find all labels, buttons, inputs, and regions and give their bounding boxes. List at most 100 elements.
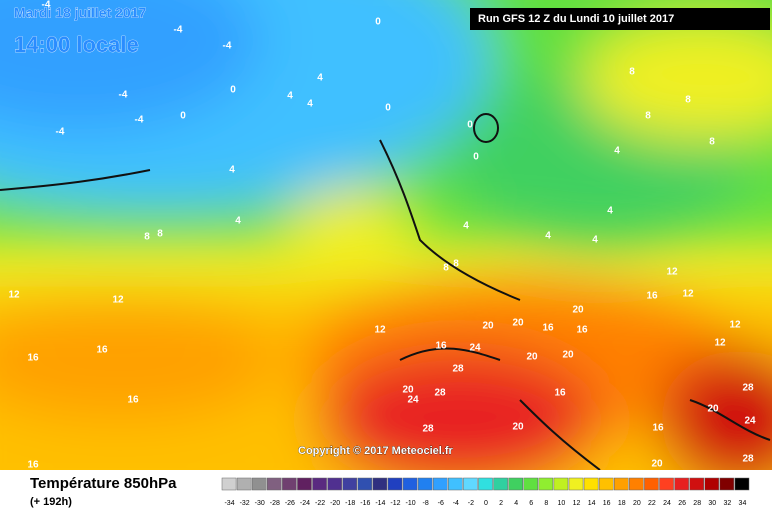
scale-swatch (644, 477, 659, 491)
contour-label: 8 (144, 232, 150, 243)
contour-label: 0 (375, 17, 381, 28)
contour-label: 28 (742, 383, 754, 394)
contour-label: 8 (645, 111, 651, 122)
scale-label: 34 (739, 500, 747, 507)
run-box (470, 8, 770, 30)
contour-label: 24 (407, 395, 419, 406)
scale-label: -20 (330, 500, 340, 507)
scale-swatch (629, 477, 644, 491)
contour-label: 28 (452, 364, 464, 375)
scale-swatch (659, 477, 674, 491)
scale-swatch (221, 477, 237, 491)
contour-label: 20 (572, 305, 584, 316)
valid-date: Mardi 18 juillet 2017 (14, 5, 146, 21)
scale-label: -8 (423, 500, 429, 507)
contour-label: 0 (467, 120, 473, 131)
contour-label: 12 (8, 290, 20, 301)
scale-label: 6 (529, 500, 533, 507)
contour-label: 12 (112, 295, 124, 306)
footer (0, 470, 772, 515)
scale-label: 8 (544, 500, 548, 507)
scale-label: 30 (708, 500, 716, 507)
scale-swatch (327, 477, 342, 491)
scale-swatch (432, 477, 448, 491)
copyright: Copyright © 2017 Meteociel.fr (298, 445, 454, 457)
contour-label: 4 (592, 235, 598, 246)
scale-label: -34 (224, 500, 234, 507)
scale-swatch (613, 477, 629, 491)
contour-label: 4 (287, 91, 293, 102)
scale-swatch (508, 477, 523, 491)
scale-label: 18 (618, 500, 626, 507)
contour-label: 16 (27, 460, 39, 471)
contour-label: 0 (180, 111, 186, 122)
scale-label: 10 (558, 500, 566, 507)
contour-label: 4 (317, 73, 323, 84)
scale-swatch (448, 477, 463, 491)
contour-label: 20 (512, 318, 524, 329)
scale-label: -2 (468, 500, 474, 507)
contour-label: 16 (554, 388, 566, 399)
scale-label: -4 (453, 500, 459, 507)
scale-swatch (553, 477, 569, 491)
contour-label: 4 (229, 165, 235, 176)
contour-label: 16 (96, 345, 108, 356)
scale-label: -14 (375, 500, 385, 507)
contour-label: 12 (714, 338, 726, 349)
scale-label: -6 (438, 500, 444, 507)
scale-swatch (417, 477, 433, 491)
scale-label: -10 (406, 500, 416, 507)
contour-label: 8 (157, 229, 163, 240)
scale-label: -12 (390, 500, 400, 507)
valid-time: 14:00 locale (14, 32, 139, 57)
contour-label: 28 (422, 424, 434, 435)
contour-label: 20 (707, 404, 719, 415)
footer-title: Température 850hPa (30, 475, 177, 492)
contour-label: -4 (223, 41, 232, 52)
scale-label: 26 (678, 500, 686, 507)
scale-label: 20 (633, 500, 641, 507)
contour-label: 16 (542, 323, 554, 334)
contour-label: 16 (576, 325, 588, 336)
contour-label: -4 (174, 25, 183, 36)
scale-label: -22 (315, 500, 325, 507)
scale-label: 4 (514, 500, 518, 507)
contour-label: 8 (453, 259, 459, 270)
scale-label: -32 (240, 500, 250, 507)
scale-swatch (372, 477, 388, 491)
contour-label: 12 (374, 325, 386, 336)
scale-label: -16 (360, 500, 370, 507)
contour-label: 16 (646, 291, 658, 302)
scale-label: 28 (693, 500, 701, 507)
contour-label: 28 (434, 388, 446, 399)
scale-swatch (704, 477, 720, 491)
footer-subtitle: (+ 192h) (30, 496, 72, 508)
scale-swatch (538, 477, 554, 491)
contour-label: 24 (469, 343, 481, 354)
scale-swatch (583, 477, 599, 491)
contour-label: 12 (666, 267, 678, 278)
contour-label: -4 (42, 0, 51, 11)
scale-swatch (719, 477, 735, 491)
contour-label: 8 (629, 67, 635, 78)
scale-label: 22 (648, 500, 656, 507)
contour-label: 28 (742, 454, 754, 465)
contour-label: 4 (463, 221, 469, 232)
contour-label: 12 (682, 289, 694, 300)
contour-label: 20 (482, 321, 494, 332)
contour-label: 16 (27, 353, 39, 364)
scale-swatch (463, 477, 478, 491)
scale-label: -28 (270, 500, 280, 507)
scale-swatch (387, 477, 403, 491)
contour-label: 20 (402, 385, 414, 396)
scale-swatch (312, 477, 327, 491)
scale-swatch (282, 477, 297, 491)
contour-label: 4 (614, 146, 620, 157)
scale-swatch (236, 477, 252, 491)
contour-label: 0 (473, 152, 479, 163)
scale-swatch (297, 477, 312, 491)
contour-label: -4 (119, 90, 128, 101)
